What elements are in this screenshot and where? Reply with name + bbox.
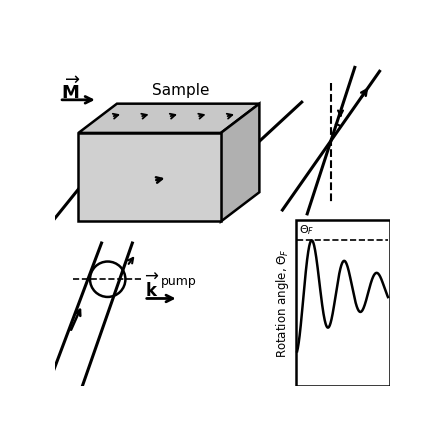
Text: $\overrightarrow{\mathbf{k}}$: $\overrightarrow{\mathbf{k}}$: [145, 274, 160, 301]
Text: pump: pump: [161, 275, 197, 288]
Text: $\Theta_F$: $\Theta_F$: [299, 223, 315, 237]
Text: $\overrightarrow{\mathbf{M}}$: $\overrightarrow{\mathbf{M}}$: [61, 76, 80, 102]
Polygon shape: [221, 104, 260, 221]
Polygon shape: [79, 104, 260, 133]
Text: Rotation angle, $\Theta_F$: Rotation angle, $\Theta_F$: [274, 248, 291, 358]
Polygon shape: [79, 133, 221, 221]
Text: Sample: Sample: [152, 82, 209, 98]
